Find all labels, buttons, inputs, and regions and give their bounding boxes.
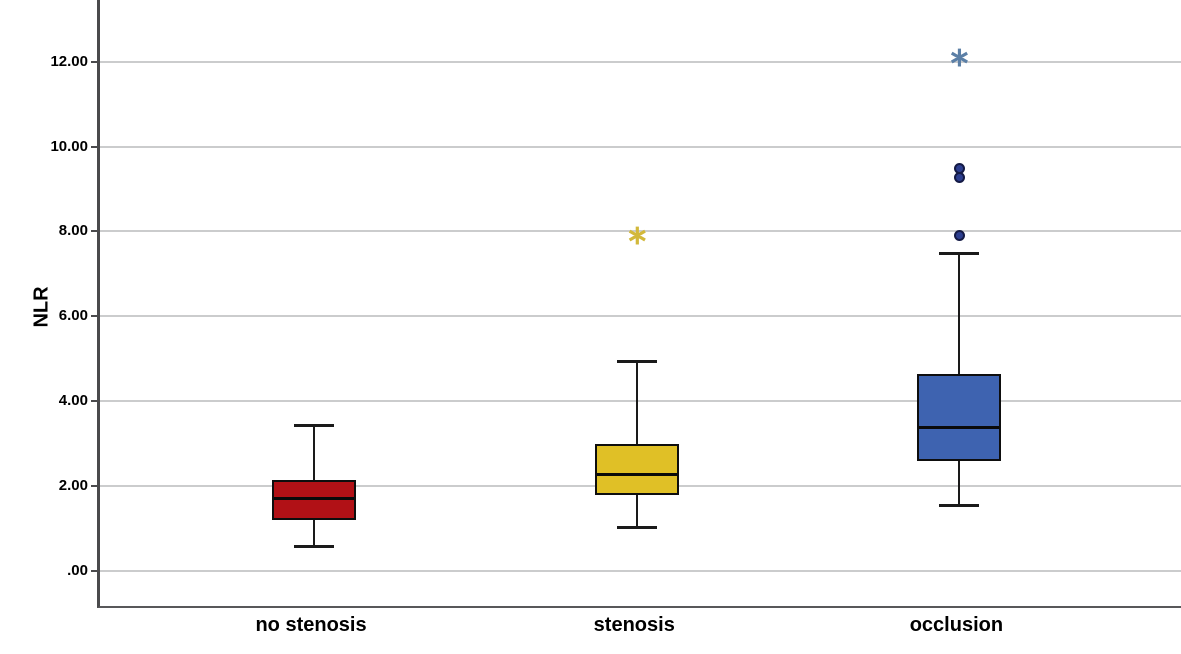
median-line — [274, 497, 355, 501]
y-tick-label: 12.00 — [50, 52, 88, 70]
extreme-star-icon: ∗ — [625, 220, 649, 251]
plot-area: ∗ ∗ — [97, 0, 1181, 608]
outlier-circle — [953, 162, 965, 174]
y-axis-tick-10.00 — [91, 145, 97, 148]
y-axis-tick-6.00 — [91, 315, 97, 318]
category-label-no-stenosis: no stenosis — [255, 614, 367, 636]
whisker-cap-low — [617, 525, 658, 529]
gridline-.00 — [100, 570, 1181, 573]
gridline-10.00 — [100, 145, 1181, 148]
y-tick-label: 10.00 — [50, 137, 88, 155]
y-axis-tick-8.00 — [91, 230, 97, 233]
category-label-stenosis: stenosis — [593, 614, 675, 636]
y-tick-label: 8.00 — [58, 222, 88, 240]
category-label-occlusion: occlusion — [909, 614, 1004, 636]
y-axis-tick-.00 — [91, 570, 97, 573]
gridline-12.00 — [100, 60, 1181, 63]
box-stenosis — [595, 443, 680, 495]
whisker-cap-high — [617, 359, 658, 363]
median-line — [597, 472, 678, 476]
y-axis-tick-12.00 — [91, 60, 97, 63]
y-tick-label: 6.00 — [58, 307, 88, 325]
y-tick-label: 2.00 — [58, 477, 88, 495]
gridline-8.00 — [100, 230, 1181, 233]
whisker-cap-high — [294, 423, 335, 427]
whisker-cap-low — [939, 504, 980, 508]
gridline-4.00 — [100, 400, 1181, 403]
whisker-cap-high — [939, 251, 980, 255]
y-axis-tick-2.00 — [91, 485, 97, 488]
y-axis-tick-4.00 — [91, 400, 97, 403]
y-tick-label: .00 — [67, 562, 88, 580]
whisker-stem — [636, 360, 639, 527]
outlier-circle — [953, 230, 965, 242]
gridline-6.00 — [100, 315, 1181, 318]
extreme-star-icon: ∗ — [948, 41, 971, 72]
median-line — [919, 425, 1000, 429]
whisker-cap-low — [294, 544, 335, 548]
y-tick-label: 4.00 — [58, 392, 88, 410]
box-occlusion — [917, 373, 1002, 461]
